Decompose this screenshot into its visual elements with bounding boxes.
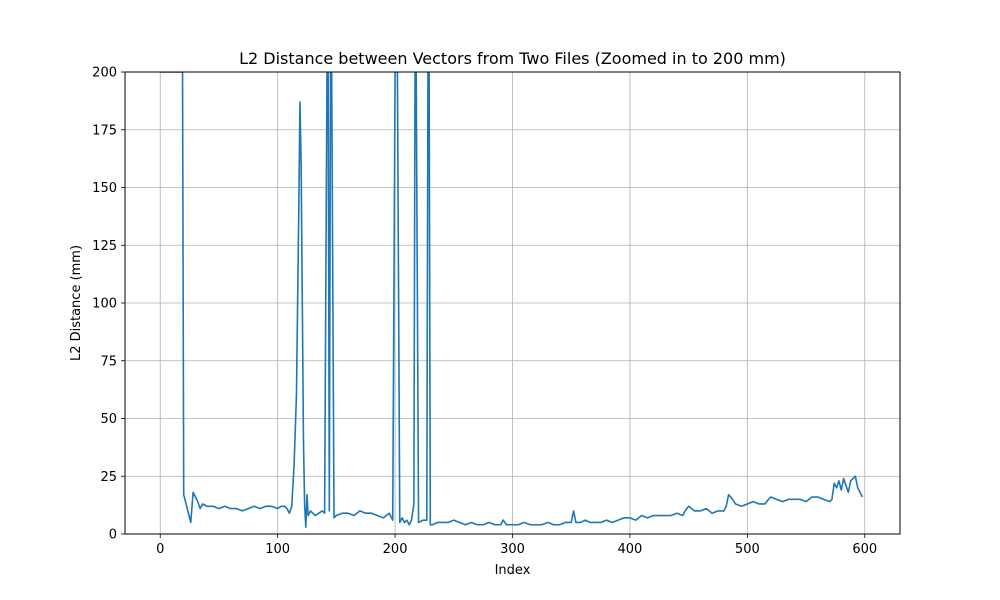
y-axis-title: L2 Distance (mm)	[69, 245, 84, 361]
grid-lines	[125, 71, 900, 535]
x-tick-label: 100	[265, 542, 290, 557]
x-tick-label: 500	[735, 542, 760, 557]
y-tick-label: 100	[92, 297, 117, 312]
x-tick-label: 0	[156, 542, 164, 557]
y-tick-label: 25	[100, 470, 117, 485]
series-line-0	[160, 72, 864, 528]
y-tick-label: 150	[92, 181, 117, 196]
x-axis-title: Index	[495, 563, 531, 578]
x-tick-label: 600	[852, 542, 877, 557]
series-layer	[160, 72, 864, 528]
x-tick-label: 400	[618, 542, 643, 557]
y-tick-label: 50	[100, 412, 117, 427]
y-tick-label: 175	[92, 123, 117, 138]
x-tick-label: 200	[383, 542, 408, 557]
plot-frame	[124, 71, 901, 535]
y-tick-label: 0	[109, 528, 117, 543]
x-tick-label: 300	[500, 542, 525, 557]
axis-ticks: 0 100 200 300 400 500 600 0 25 50 75 100 125 150 175 20…	[92, 66, 877, 558]
chart-title: L2 Distance between Vectors from Two Fil…	[239, 49, 786, 68]
y-tick-label: 75	[100, 354, 117, 369]
y-tick-label: 200	[92, 66, 117, 81]
y-tick-label: 125	[92, 239, 117, 254]
